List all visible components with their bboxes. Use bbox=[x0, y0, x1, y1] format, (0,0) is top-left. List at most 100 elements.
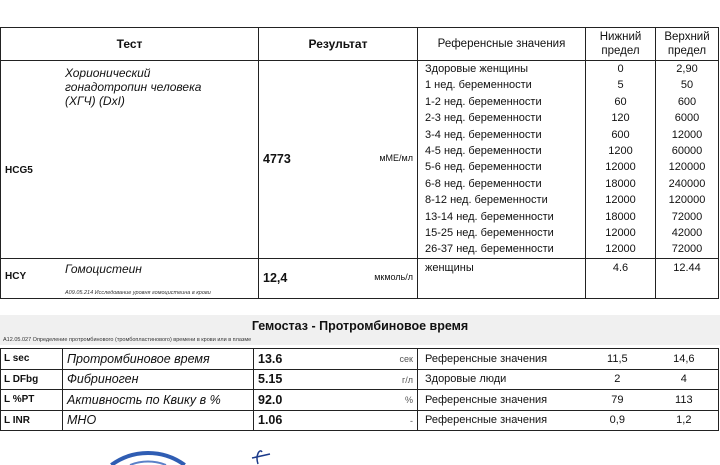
hcy-value: 12,4 bbox=[263, 271, 288, 286]
range-lower: 60 bbox=[614, 95, 627, 108]
reference-label: Здоровые люди bbox=[417, 368, 585, 390]
upper-limit: 113 bbox=[649, 389, 719, 411]
reference-label: Референсные значения bbox=[417, 389, 585, 411]
result-unit: - bbox=[410, 415, 413, 426]
result-cell: 5.15 г/л bbox=[253, 368, 418, 390]
hcg-unit: мМЕ/мл bbox=[379, 153, 413, 163]
reference-label: Референсные значения bbox=[417, 348, 585, 370]
stamp-and-signature bbox=[110, 450, 271, 465]
range-upper: 60000 bbox=[671, 144, 703, 157]
result-value: 13.6 bbox=[258, 351, 283, 366]
result-value: 92.0 bbox=[258, 392, 283, 407]
hcy-reference: женщины bbox=[417, 257, 586, 299]
range-upper: 72000 bbox=[671, 243, 703, 256]
header-test: Тест bbox=[0, 27, 259, 61]
hcg-reference-labels: Здоровые женщины 1 нед. беременности 1-2 н… bbox=[417, 60, 586, 259]
result-value: 1.06 bbox=[258, 413, 283, 428]
range-lower: 18000 bbox=[605, 210, 636, 223]
range-label: 1 нед. беременности bbox=[425, 79, 532, 92]
hcg-result-cell: 4773 мМЕ/мл bbox=[258, 60, 418, 259]
hemostasis-title: Гемостаз - Протромбиновое время bbox=[251, 319, 469, 333]
range-upper: 2,90 bbox=[676, 63, 698, 75]
hemostasis-row: L DFbg Фибриноген 5.15 г/л Здоровые люди 2 4 bbox=[0, 368, 719, 390]
result-cell: 13.6 сек bbox=[253, 348, 418, 370]
test-code: L %PT bbox=[0, 389, 63, 411]
range-upper: 6000 bbox=[674, 112, 700, 125]
range-lower: 18000 bbox=[605, 177, 636, 190]
range-lower: 5 bbox=[617, 79, 624, 92]
range-label: 5-6 нед. беременности bbox=[425, 161, 542, 174]
hemostasis-row: L INR МНО 1.06 - Референсные значения 0,9 1,2 bbox=[0, 409, 719, 431]
header-lower: Нижний предел bbox=[585, 27, 656, 61]
result-cell: 1.06 - bbox=[253, 409, 418, 431]
range-lower: 600 bbox=[611, 128, 630, 141]
range-upper: 120000 bbox=[668, 161, 706, 174]
range-lower: 12000 bbox=[605, 243, 636, 256]
header-row: Тест Результат Референсные значения Нижн… bbox=[0, 27, 719, 61]
hemostasis-row: L %PT Активность по Квику в % 92.0% Референ… bbox=[0, 389, 719, 411]
upper-limit: 14,6 bbox=[649, 348, 719, 370]
header-reference: Референсные значения bbox=[417, 27, 586, 61]
lower-limit: 79 bbox=[585, 389, 650, 411]
hcg-value: 4773 bbox=[263, 152, 291, 167]
hcg-test-cell: Хорионический гонадотропин человека (ХГЧ… bbox=[0, 60, 259, 259]
test-code: L INR bbox=[0, 409, 63, 431]
hcg-upper-values: 2,90 50 600 6000 12000 60000 120000 240000 12000… bbox=[655, 60, 719, 259]
range-lower: 12000 bbox=[605, 194, 636, 207]
stamp-icon bbox=[110, 450, 186, 465]
range-label: 1-2 нед. беременности bbox=[425, 95, 542, 108]
test-code: L sec bbox=[0, 348, 63, 370]
result-cell: 92.0% bbox=[253, 389, 418, 411]
range-upper: 42000 bbox=[671, 226, 703, 239]
hemostasis-section-header: Гемостаз - Протромбиновое время A12.05.0… bbox=[0, 315, 720, 345]
lower-limit: 2 bbox=[585, 368, 650, 390]
hcg-code: HCG5 bbox=[5, 165, 33, 176]
stamp-inner-ring-icon bbox=[129, 460, 167, 465]
header-upper: Верхний предел bbox=[655, 27, 719, 61]
range-lower: 0 bbox=[617, 63, 624, 75]
range-lower: 1200 bbox=[608, 144, 633, 157]
range-label: 2-3 нед. беременности bbox=[425, 112, 542, 125]
range-upper: 72000 bbox=[671, 210, 703, 223]
hcy-test-cell: Гомоцистеин HCY A09.05.214 Исследование … bbox=[0, 257, 259, 299]
range-label: 13-14 нед. беременности bbox=[425, 210, 554, 223]
hcg-row: Хорионический гонадотропин человека (ХГЧ… bbox=[0, 60, 719, 259]
result-value: 5.15 bbox=[258, 372, 283, 387]
hemostasis-row: L sec Протромбиновое время 13.6 сек Референс… bbox=[0, 348, 719, 370]
result-unit: % bbox=[404, 395, 413, 405]
test-name: Активность по Квику в % bbox=[62, 389, 254, 411]
reference-label: Референсные значения bbox=[417, 409, 585, 431]
test-name: МНО bbox=[62, 409, 254, 431]
range-label: 26-37 нед. беременности bbox=[425, 243, 554, 256]
test-code: L DFbg bbox=[0, 368, 63, 390]
hcy-result-cell: 12,4 мкмоль/л bbox=[258, 257, 418, 299]
upper-limit: 4 bbox=[649, 368, 719, 390]
range-label: 8-12 нед. беременности bbox=[425, 194, 548, 207]
hcy-upper: 12.44 bbox=[655, 257, 719, 299]
hcy-name: Гомоцистеин bbox=[65, 261, 142, 276]
hemostasis-table: L sec Протромбиновое время 13.6 сек Референс… bbox=[0, 348, 719, 431]
range-label: 6-8 нед. беременности bbox=[425, 177, 542, 190]
hcy-unit: мкмоль/л bbox=[374, 271, 413, 282]
range-lower: 120 bbox=[611, 112, 630, 125]
results-table: Тест Результат Референсные значения Нижн… bbox=[0, 27, 719, 299]
header-result: Результат bbox=[258, 27, 418, 61]
upper-limit: 1,2 bbox=[649, 409, 719, 431]
range-label: Здоровые женщины bbox=[425, 63, 529, 75]
hcy-code: HCY bbox=[5, 270, 27, 282]
hcy-row: Гомоцистеин HCY A09.05.214 Исследование … bbox=[0, 257, 719, 299]
test-name: Протромбиновое время bbox=[62, 348, 254, 370]
range-upper: 240000 bbox=[668, 177, 706, 190]
result-unit: сек bbox=[399, 354, 413, 364]
hcg-name: Хорионический гонадотропин человека (ХГЧ… bbox=[65, 66, 202, 108]
lower-limit: 0,9 bbox=[585, 409, 650, 431]
hcg-lower-values: 0 5 60 120 600 1200 12000 18000 12000 18000 12000 1… bbox=[585, 60, 656, 259]
lower-limit: 11,5 bbox=[585, 348, 650, 370]
range-label: 4-5 нед. беременности bbox=[425, 144, 542, 157]
range-lower: 12000 bbox=[605, 226, 636, 239]
range-label: 3-4 нед. беременности bbox=[425, 128, 542, 141]
signature-icon bbox=[251, 450, 271, 465]
range-upper: 50 bbox=[680, 79, 694, 92]
range-upper: 12000 bbox=[671, 128, 703, 141]
range-upper: 600 bbox=[677, 95, 697, 108]
